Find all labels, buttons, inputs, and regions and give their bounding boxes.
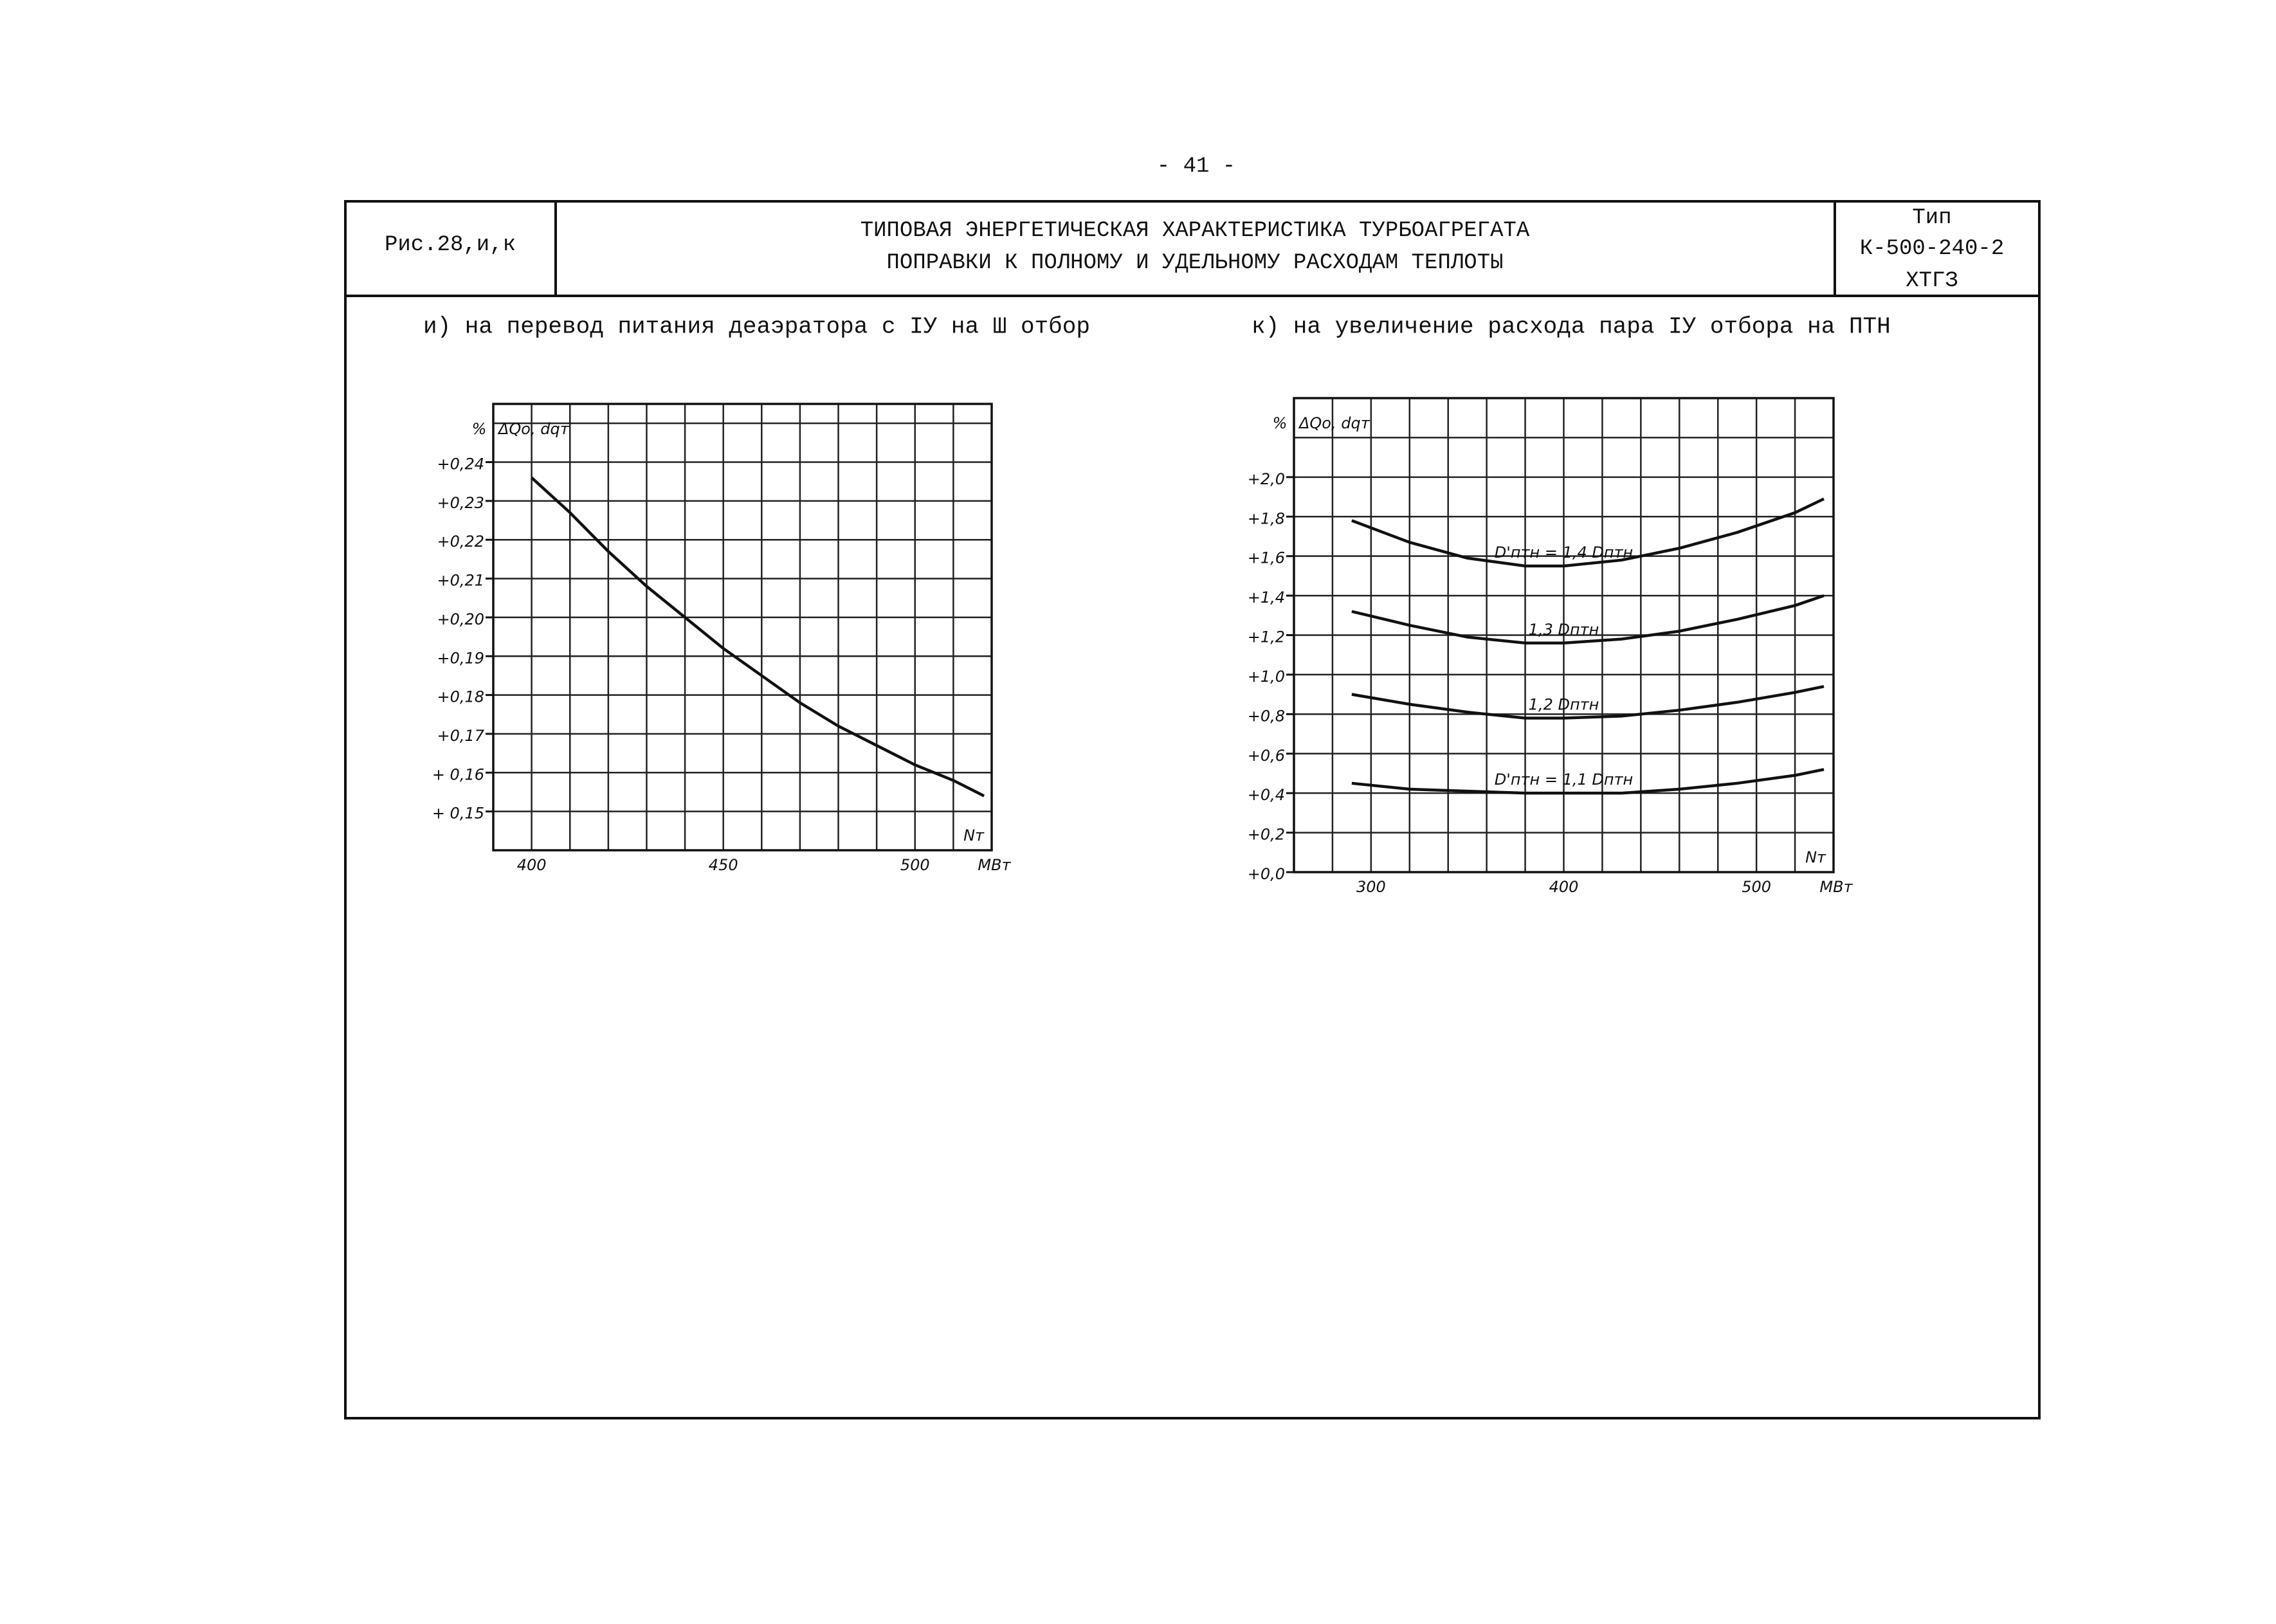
type-label: ХТГЗ [1906, 269, 1958, 293]
y-tick-label: +2,0 [1248, 470, 1285, 488]
series-label: D'птн = 1,1 Dптн [1495, 771, 1633, 789]
y-tick-label: +1,8 [1248, 509, 1285, 527]
figure-number: Рис.28,и,к [385, 233, 516, 257]
y-axis-label: ΔQo, dqт [497, 420, 570, 438]
x-tick-label: 300 [1356, 878, 1386, 896]
chart-caption: и) на перевод питания деаэратора с IУ на… [423, 314, 1090, 340]
plot-frame [492, 403, 993, 852]
header-title: ТИПОВАЯ ЭНЕРГЕТИЧЕСКАЯ ХАРАКТЕРИСТИКА ТУ… [860, 219, 1530, 243]
x-tick-label: 450 [709, 856, 738, 874]
y-tick-label: +0,6 [1248, 747, 1285, 765]
y-tick-label: +1,0 [1248, 668, 1285, 686]
y-tick-label: +0,2 [1248, 826, 1285, 844]
type-label: Тип [1912, 206, 1951, 230]
y-tick-label: +0,18 [437, 688, 484, 706]
curve [1351, 497, 1825, 568]
x-axis-unit: MBт [978, 856, 1011, 874]
series-label: 1,2 Dптн [1529, 695, 1599, 713]
series-label: 1,3 Dптн [1529, 621, 1599, 639]
y-tick-label: +0,17 [437, 727, 484, 745]
y-tick-label: + 0,16 [432, 765, 484, 783]
series-label: D'птн = 1,4 Dптн [1495, 543, 1633, 561]
x-axis-unit: MBт [1819, 878, 1853, 896]
outer-frame [344, 200, 2041, 1419]
y-tick-label: +0,22 [437, 533, 484, 551]
y-tick-label: +1,4 [1248, 588, 1285, 607]
y-tick-label: +0,0 [1248, 865, 1285, 883]
y-tick-label: + 0,15 [432, 805, 484, 823]
y-tick-label: +1,6 [1248, 549, 1285, 567]
curve [1351, 685, 1825, 720]
x-tick-label: 500 [900, 856, 930, 874]
x-tick-label: 500 [1742, 878, 1771, 896]
y-tick-label: +0,20 [437, 610, 484, 628]
header-title: ПОПРАВКИ К ПОЛНОМУ И УДЕЛЬНОМУ РАСХОДАМ … [887, 251, 1504, 275]
y-tick-label: +1,2 [1248, 628, 1285, 646]
y-tick-label: +0,23 [437, 494, 484, 512]
y-axis-label: ΔQo, dqт [1298, 414, 1370, 432]
y-axis-unit: % [472, 420, 487, 438]
y-tick-label: +0,19 [437, 649, 484, 667]
y-tick-label: +0,8 [1248, 707, 1285, 725]
curve [1351, 768, 1825, 795]
page-number: - 41 - [1157, 154, 1235, 179]
x-tick-label: 400 [1549, 878, 1579, 896]
y-axis-unit: % [1273, 414, 1288, 432]
curve [531, 476, 985, 798]
y-tick-label: +0,24 [437, 455, 484, 473]
chart-caption: к) на увеличение расхода пара IУ отбора … [1252, 314, 1891, 340]
y-tick-label: +0,4 [1248, 786, 1285, 804]
x-tick-label: 400 [517, 856, 547, 874]
curve [1351, 594, 1825, 645]
type-label: К-500-240-2 [1860, 237, 2004, 261]
y-tick-label: +0,21 [437, 572, 484, 590]
x-axis-label: Nт [1805, 848, 1826, 866]
x-axis-label: Nт [963, 826, 985, 844]
